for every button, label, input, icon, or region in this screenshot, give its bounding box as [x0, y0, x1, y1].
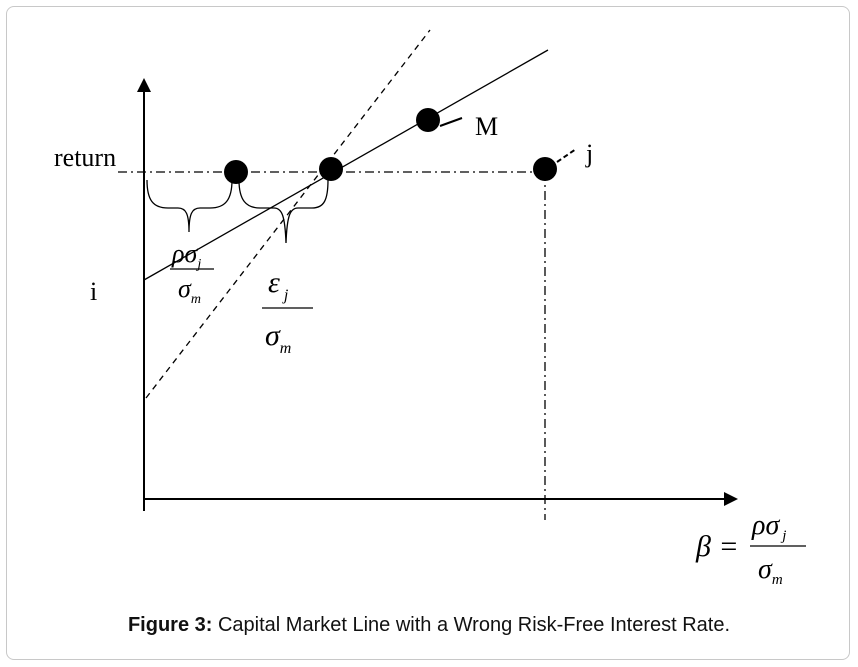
fraction-left-denominator: σ [178, 274, 192, 303]
fraction-mid-denominator-sub: m [280, 340, 292, 357]
caption-prefix: Figure 3: [127, 614, 213, 636]
beta-denominator-sub: m [772, 572, 783, 588]
brace-right [238, 179, 329, 244]
dashed-line [145, 29, 431, 399]
fraction-mid-numerator-sub: j [282, 287, 289, 304]
svg-text:ρσj: ρσj [751, 510, 786, 544]
return-label: return [54, 143, 116, 172]
fraction-mid-numerator: ε [268, 266, 280, 299]
caption-text: Capital Market Line with a Wrong Risk-Fr… [212, 614, 731, 636]
fraction-left-numerator-sub: j [195, 257, 201, 272]
svg-text:σm: σm [265, 319, 291, 357]
beta-numerator-sub: j [780, 528, 786, 544]
beta-numerator: ρσ [751, 510, 780, 541]
point-left [224, 160, 248, 184]
svg-text:σm: σm [178, 274, 201, 307]
point-intersection [319, 157, 343, 181]
fraction-left-numerator: ρσ [171, 239, 198, 268]
M-leader [439, 117, 463, 127]
capital-market-line [143, 49, 549, 281]
svg-text:ρσj: ρσj [171, 239, 201, 272]
figure-caption: Figure 3: Capital Market Line with a Wro… [0, 614, 858, 637]
brace-left [146, 179, 233, 233]
point-j [533, 157, 557, 181]
j-label: j [585, 139, 593, 168]
point-M [416, 108, 440, 132]
beta-formula: β = ρσ j σm [695, 510, 806, 588]
fraction-rho-sigma-over-sigma-m: ρσj σm [170, 239, 214, 307]
svg-text:εj: εj [268, 266, 289, 304]
fraction-mid-denominator: σ [265, 319, 281, 352]
i-label: i [90, 277, 97, 306]
j-leader [556, 148, 577, 163]
M-label: M [475, 112, 498, 141]
fraction-left-denominator-sub: m [191, 292, 201, 307]
svg-text:σm: σm [758, 554, 783, 588]
beta-denominator: σ [758, 554, 773, 585]
beta-lhs: β = [695, 530, 739, 563]
